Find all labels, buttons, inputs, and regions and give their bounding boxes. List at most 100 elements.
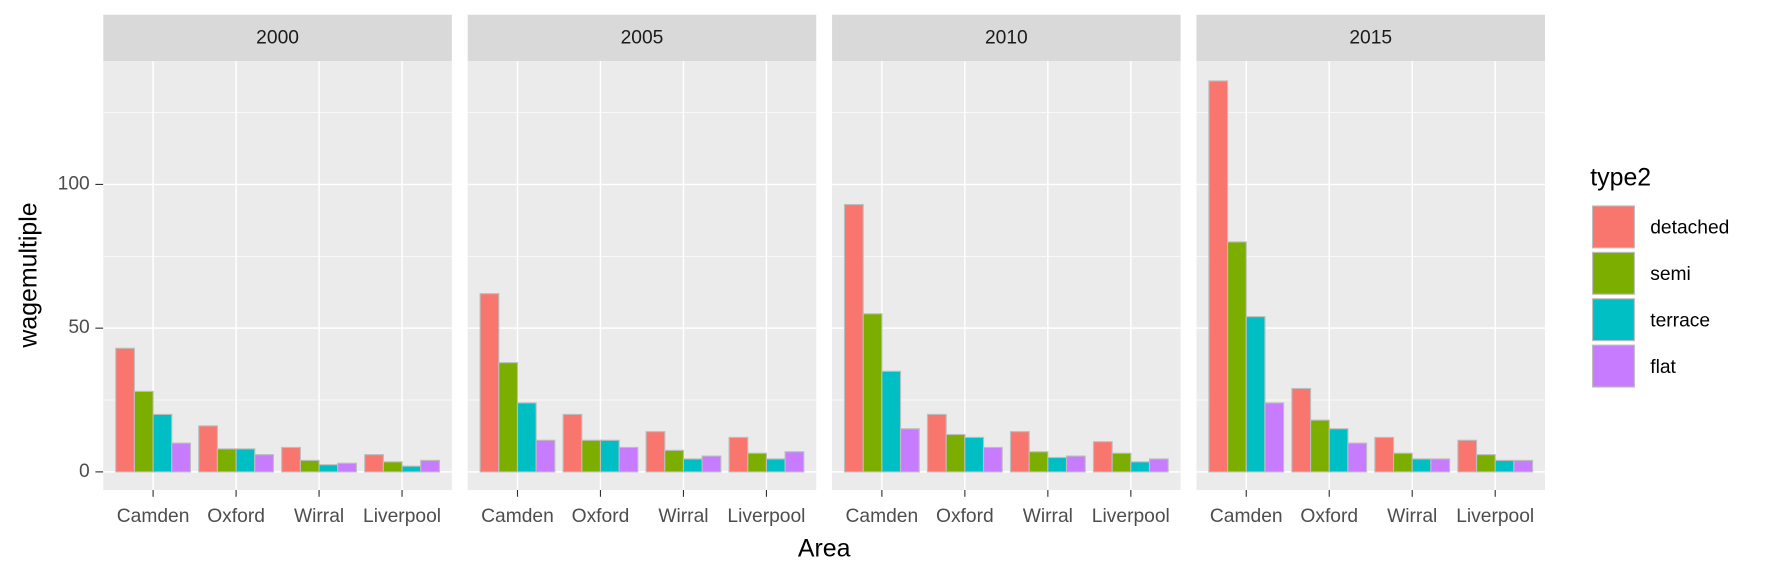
legend-label: flat <box>1650 357 1676 378</box>
bar <box>299 459 320 473</box>
bar <box>1475 454 1496 473</box>
strip <box>832 14 1181 62</box>
bar <box>281 446 301 473</box>
strip-label: 2015 <box>1349 28 1392 49</box>
bar <box>1208 80 1229 473</box>
bar <box>115 347 135 473</box>
bar <box>562 413 583 473</box>
bar <box>618 446 639 473</box>
x-tick-label: Wirral <box>294 506 344 527</box>
x-tick-label: Liverpool <box>1092 506 1170 527</box>
strip <box>103 14 452 62</box>
strip <box>1196 14 1546 62</box>
bar <box>881 370 902 473</box>
legend-label: semi <box>1650 264 1691 285</box>
bar <box>364 454 384 473</box>
bar <box>964 436 985 473</box>
x-axis-title: Area <box>798 535 851 563</box>
bar <box>747 452 768 473</box>
x-tick-label: Oxford <box>1300 506 1358 527</box>
bar <box>254 454 274 473</box>
bar <box>843 203 864 473</box>
bar <box>1411 458 1432 473</box>
y-tick-label: 0 <box>79 461 90 482</box>
x-tick-label: Wirral <box>1023 506 1073 527</box>
legend-key <box>1591 205 1635 249</box>
bar <box>1328 428 1349 473</box>
bar <box>1457 439 1478 473</box>
bar <box>535 439 556 473</box>
bar <box>1245 316 1266 473</box>
strip-label: 2005 <box>621 28 664 49</box>
bar <box>235 448 256 473</box>
bar <box>198 425 218 473</box>
strip-label: 2010 <box>985 28 1028 49</box>
x-tick-label: Camden <box>1210 506 1283 527</box>
bar <box>682 458 703 473</box>
bar <box>1310 419 1330 473</box>
bar <box>926 413 947 473</box>
bar <box>1009 431 1030 473</box>
bar <box>945 433 966 473</box>
bar <box>1130 461 1151 473</box>
bar <box>728 436 749 473</box>
bar <box>420 459 440 473</box>
bar <box>1430 458 1451 473</box>
bar <box>1392 452 1413 473</box>
bar <box>1047 456 1068 473</box>
x-tick-label: Oxford <box>936 506 994 527</box>
legend-title: type2 <box>1590 163 1651 191</box>
bar <box>664 449 685 473</box>
bar <box>1494 459 1515 473</box>
bar <box>1111 452 1132 473</box>
x-tick-label: Liverpool <box>363 506 441 527</box>
bar <box>899 428 920 473</box>
bar <box>982 446 1003 473</box>
x-tick-label: Camden <box>481 506 554 527</box>
bar <box>216 448 237 473</box>
bar <box>498 362 519 473</box>
bar <box>1065 455 1086 473</box>
bar <box>1227 241 1247 473</box>
y-axis-title: wagemultiple <box>14 202 42 348</box>
bar <box>1264 402 1285 473</box>
bar <box>645 431 666 473</box>
bar <box>701 455 722 473</box>
x-tick-label: Liverpool <box>727 506 805 527</box>
legend-key <box>1591 298 1635 342</box>
x-tick-label: Liverpool <box>1456 506 1534 527</box>
legend-key <box>1591 251 1635 295</box>
x-tick-label: Wirral <box>1387 506 1437 527</box>
strip <box>467 14 817 62</box>
bar <box>152 413 173 473</box>
bar <box>1374 436 1395 473</box>
bar <box>1092 441 1113 473</box>
bar <box>479 293 500 473</box>
x-tick-label: Oxford <box>207 506 265 527</box>
bar <box>1347 442 1368 473</box>
bar <box>133 390 154 473</box>
bar <box>318 464 339 473</box>
bar <box>599 439 620 473</box>
x-tick-label: Wirral <box>658 506 708 527</box>
x-tick-label: Oxford <box>572 506 630 527</box>
bar <box>1291 387 1312 473</box>
bar <box>765 458 786 473</box>
bar <box>382 461 403 473</box>
bar <box>784 451 805 473</box>
strip-label: 2000 <box>256 28 299 49</box>
legend-label: terrace <box>1650 310 1710 331</box>
legend-key <box>1591 344 1635 388</box>
bar <box>401 465 422 473</box>
bar <box>337 462 357 473</box>
x-tick-label: Camden <box>117 506 190 527</box>
bar <box>1513 459 1534 473</box>
bar <box>171 442 192 473</box>
bar <box>1028 451 1049 473</box>
legend-label: detached <box>1650 218 1729 239</box>
bar <box>1148 458 1169 473</box>
x-tick-label: Camden <box>846 506 919 527</box>
bar <box>516 402 537 473</box>
